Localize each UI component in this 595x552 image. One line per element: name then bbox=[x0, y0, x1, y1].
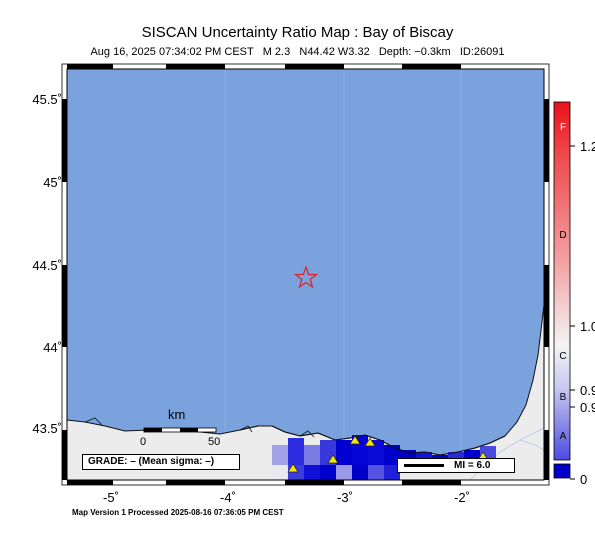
colorbar-tick-label: 0.9 bbox=[580, 383, 595, 398]
station-triangle-icon bbox=[349, 435, 361, 445]
station-triangle-icon bbox=[327, 454, 339, 464]
scale-bar-label: 50 bbox=[208, 436, 221, 448]
grade-letter: F bbox=[559, 122, 567, 133]
grade-letter: A bbox=[559, 431, 567, 442]
lon-tick-label: -2˚ bbox=[454, 490, 470, 505]
event-summary: Aug 16, 2025 07:34:02 PM CEST M 2.3 N44.… bbox=[90, 46, 505, 58]
map-border-ticks bbox=[61, 63, 550, 486]
sea-area bbox=[67, 69, 544, 480]
lon-tick-label: -3˚ bbox=[337, 490, 353, 505]
colorbar-tick-label: 0 bbox=[580, 472, 588, 487]
lat-tick-label: 43.5˚ bbox=[32, 421, 62, 436]
scale-bar-unit: km bbox=[168, 407, 186, 422]
station-triangle-icon bbox=[364, 437, 376, 447]
grade-letter: C bbox=[559, 351, 567, 362]
epicenter-star-icon bbox=[293, 265, 319, 289]
scale-bar bbox=[143, 427, 217, 433]
lat-tick-label: 45.5˚ bbox=[32, 92, 62, 107]
lat-tick-label: 44.5˚ bbox=[32, 258, 62, 273]
colorbar-tick-label: 1.2 bbox=[580, 139, 595, 154]
scale-bar-label: 0 bbox=[140, 436, 147, 448]
processing-footer: Map Version 1 Processed 2025-08-16 07:36… bbox=[72, 508, 284, 517]
grade-box: GRADE: – (Mean sigma: –) bbox=[82, 454, 240, 470]
colorbar-tick-label: 1.0 bbox=[580, 319, 595, 334]
colorbar-tick-label: 0.9 bbox=[580, 400, 595, 415]
lat-tick-label: 45˚ bbox=[43, 175, 62, 190]
latitude-axis: 45.5˚ 45˚ 44.5˚ 44˚ 43.5˚ bbox=[0, 0, 62, 552]
colorbar bbox=[553, 101, 575, 480]
lon-tick-label: -5˚ bbox=[103, 490, 119, 505]
mi-label: MI = 6.0 bbox=[454, 460, 491, 471]
lat-tick-label: 44˚ bbox=[43, 340, 62, 355]
map-title: SISCAN Uncertainty Ratio Map : Bay of Bi… bbox=[141, 24, 454, 41]
grade-letter: D bbox=[559, 230, 567, 241]
grade-letter: B bbox=[559, 392, 567, 403]
mi-line-sample bbox=[404, 464, 444, 467]
mi-legend-box: MI = 6.0 bbox=[397, 458, 515, 473]
lon-tick-label: -4˚ bbox=[220, 490, 236, 505]
station-triangle-icon bbox=[287, 463, 299, 473]
